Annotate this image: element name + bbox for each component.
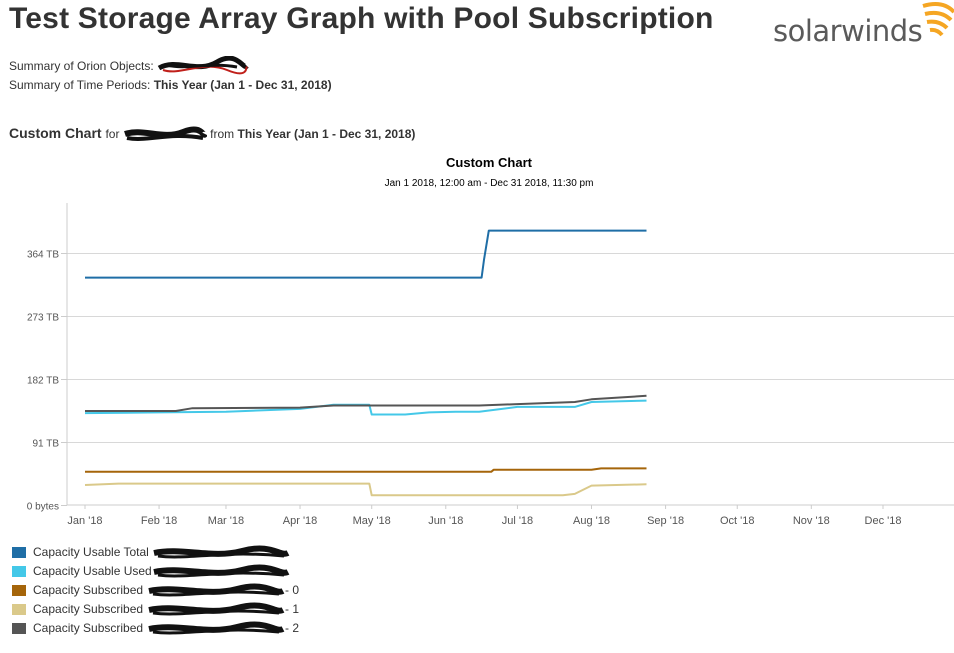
x-tick-label: Aug '18 xyxy=(573,515,610,527)
redaction-scribble xyxy=(148,621,285,635)
section-from: from xyxy=(210,127,235,141)
solarwinds-logo: solarwinds xyxy=(773,0,954,50)
x-tick-label: May '18 xyxy=(353,515,391,527)
series-line-4 xyxy=(85,394,647,412)
chart-subtitle: Jan 1 2018, 12:00 am - Dec 31 2018, 11:3… xyxy=(384,178,594,189)
x-tick-label: Jun '18 xyxy=(428,515,463,527)
x-tick-label: Apr '18 xyxy=(283,515,318,527)
series-line-0 xyxy=(85,229,647,279)
redaction-scribble xyxy=(157,56,249,75)
redaction-scribble xyxy=(153,564,290,578)
section-title: Custom Chart for from This Year (Jan 1 -… xyxy=(9,125,415,144)
legend-suffix: - 1 xyxy=(285,602,300,616)
section-title-text: Custom Chart xyxy=(9,125,102,141)
series-line-2 xyxy=(85,467,647,473)
legend-label: Capacity Usable Total xyxy=(33,545,149,559)
series-layer xyxy=(84,229,647,497)
redaction-scribble xyxy=(148,583,285,597)
x-tick-label: Oct '18 xyxy=(720,515,755,527)
chart-title: Custom Chart xyxy=(446,155,532,170)
summary-time-label: Summary of Time Periods: xyxy=(9,78,151,92)
legend-label: Capacity Subscribed xyxy=(33,583,144,597)
series-line-3 xyxy=(84,482,647,497)
legend-swatch xyxy=(12,566,26,577)
summary-objects: Summary of Orion Objects: xyxy=(9,56,249,78)
series-line-1 xyxy=(84,399,647,416)
section-period: This Year (Jan 1 - Dec 31, 2018) xyxy=(237,127,416,141)
y-tick-label: 273 TB xyxy=(27,313,59,324)
x-tick-label: Jan '18 xyxy=(67,515,102,527)
legend-swatch xyxy=(12,547,26,558)
logo-text: solarwinds xyxy=(773,14,923,48)
summary-objects-label: Summary of Orion Objects: xyxy=(9,59,154,74)
x-tick-label: Jul '18 xyxy=(502,515,533,527)
legend-label: Capacity Subscribed xyxy=(33,602,144,616)
summary-time: Summary of Time Periods: This Year (Jan … xyxy=(9,78,332,92)
x-tick-label: Feb '18 xyxy=(141,515,177,527)
axis-layer: 0 bytes 91 TB 182 TB 273 TB 364 TB Jan '18 Feb… xyxy=(27,203,954,527)
summary-time-value: This Year (Jan 1 - Dec 31, 2018) xyxy=(153,78,332,92)
redaction-scribble xyxy=(148,602,285,616)
legend-swatch xyxy=(12,623,26,634)
redaction-scribble xyxy=(123,126,207,141)
legend-label: Capacity Subscribed xyxy=(33,621,144,635)
legend-suffix: - 0 xyxy=(285,583,300,597)
y-tick-label: 0 bytes xyxy=(27,502,59,513)
page-title: Test Storage Array Graph with Pool Subsc… xyxy=(9,2,714,35)
legend-swatch xyxy=(12,604,26,615)
legend-label: Capacity Usable Used xyxy=(33,564,152,578)
x-tick-label: Dec '18 xyxy=(865,515,902,527)
x-tick-label: Nov '18 xyxy=(793,515,830,527)
y-tick-label: 91 TB xyxy=(33,439,60,450)
grid-layer xyxy=(67,253,954,443)
legend-suffix: - 2 xyxy=(285,621,300,635)
y-tick-label: 182 TB xyxy=(27,376,59,387)
y-tick-label: 364 TB xyxy=(27,250,59,261)
x-tick-label: Mar '18 xyxy=(208,515,244,527)
redaction-scribble xyxy=(153,545,290,559)
legend-swatch xyxy=(12,585,26,596)
logo-arcs-icon xyxy=(922,2,954,37)
x-tick-label: Sep '18 xyxy=(647,515,684,527)
section-for: for xyxy=(105,127,120,141)
chart: 0 bytes 91 TB 182 TB 273 TB 364 TB Jan '18 Feb… xyxy=(27,203,954,527)
